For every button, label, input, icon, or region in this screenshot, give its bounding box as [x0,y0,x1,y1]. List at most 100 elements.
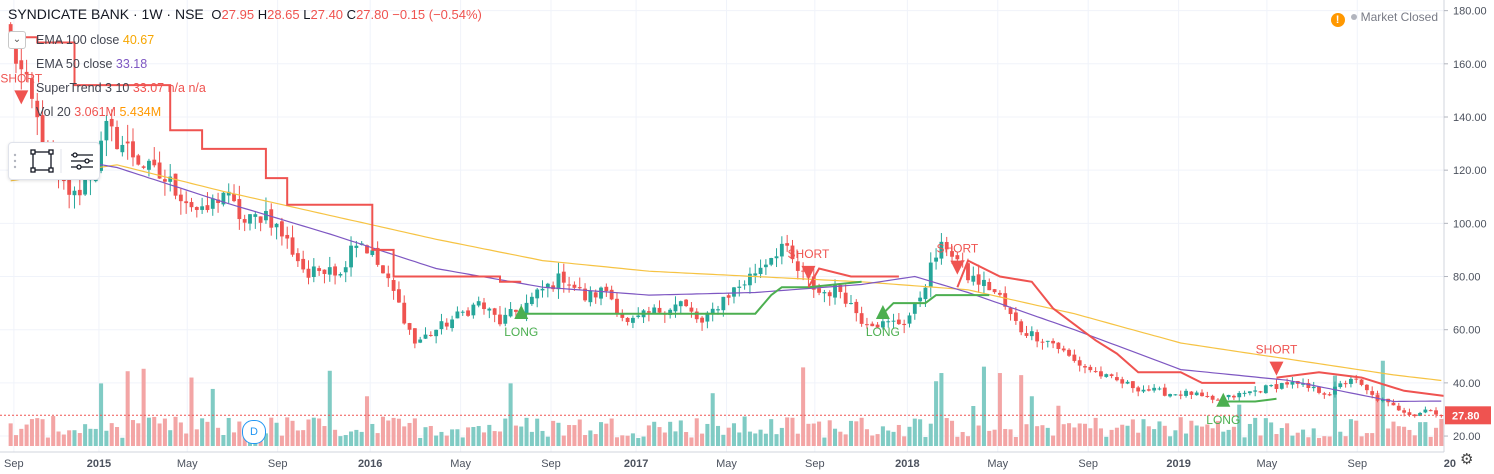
candle-body [769,258,774,265]
short-signal-label: SHORT [788,247,830,261]
indicator-value: 3.061M [74,105,116,119]
candle-body [652,307,657,314]
candle-body [1306,383,1311,389]
symbol-title[interactable]: SYNDICATE BANK · 1W · NSE [8,6,204,22]
candle-body [141,166,146,168]
volume-bar [301,430,306,446]
low-value: 27.40 [310,7,344,22]
candle-body [1274,384,1279,389]
candle-body [1045,340,1050,342]
candle-body [1184,390,1188,396]
volume-bar [923,437,928,446]
volume-bar [178,422,183,446]
volume-bar [497,431,502,446]
gear-icon[interactable]: ⚙ [1460,451,1474,468]
candle-body [854,301,859,314]
candle-body [460,311,465,313]
candle-body [1051,340,1056,344]
candle-body [210,198,215,209]
x-tick-label: May [716,458,737,470]
volume-bar [370,423,375,446]
open-value: 27.95 [221,7,255,22]
volume-bar [1332,375,1337,446]
candle-body [604,286,609,292]
rectangle-tool-icon[interactable] [30,149,54,173]
indicator-ema50[interactable]: EMA 50 close 33.18 [36,57,147,71]
candle-body [966,263,970,281]
volume-bar [13,435,18,446]
candle-body [1354,378,1359,380]
candle-body [817,288,821,293]
candle-body [843,292,848,304]
volume-bar [1194,425,1199,446]
candle-body [444,322,449,327]
indicator-supertrend[interactable]: SuperTrend 3 10 33.07 n/a n/a [36,81,206,95]
volume-bar [1279,428,1284,446]
volume-bar [1295,432,1300,446]
candle-body [1247,391,1252,394]
candle-body [1013,312,1018,321]
volume-bar [269,417,274,446]
volume-bar [1141,419,1146,446]
volume-bar [157,423,162,446]
ohlc-values: O27.95 H28.65 L27.40 C27.80 −0.15 (−0.54… [211,7,481,22]
volume-bar [535,418,540,446]
short-signal-marker [950,260,965,275]
supertrend-line [956,259,1256,384]
change-value: −0.15 (−0.54%) [392,7,482,22]
indicator-ema100[interactable]: EMA 100 close 40.67 [36,33,154,47]
candle-body [226,191,231,196]
candle-body [24,71,29,75]
candle-body [1061,348,1066,351]
candle-body [609,289,614,300]
collapse-legend-button[interactable]: ⌄ [8,31,26,49]
x-tick-label: Sep [541,458,561,470]
candle-body [1157,388,1162,390]
candle-body [237,199,242,220]
candle-body [934,257,938,262]
volume-bar [359,431,364,446]
volume-bar [492,431,497,446]
indicator-name: SuperTrend 3 10 [36,81,130,95]
candle-body [1083,366,1087,368]
volume-bar [162,418,167,446]
candle-body [1093,371,1098,373]
indicator-volume[interactable]: Vol 20 3.061M 5.434M [36,105,161,119]
candle-body [466,310,470,316]
volume-bar [620,435,625,446]
candle-body [1423,409,1428,413]
volume-bar [1024,424,1029,446]
candle-body [189,202,194,208]
candle-body [912,303,917,314]
candle-body [880,321,885,328]
volume-bar [1428,436,1433,446]
candle-body [545,283,550,288]
candle-body [147,160,151,170]
volume-bar [864,429,869,446]
volume-bar [439,431,444,446]
volume-bar [232,432,237,446]
warning-icon[interactable]: ! [1330,13,1345,27]
volume-bar [1051,435,1056,446]
volume-bar [327,370,332,446]
volume-bar [380,416,385,446]
x-tick-label: Sep [268,458,288,470]
drag-handle-icon[interactable] [13,153,17,169]
candle-body [1216,399,1220,401]
settings-lines-icon[interactable] [71,152,93,170]
candle-body [19,60,24,70]
volume-bar [1205,424,1210,446]
volume-bar [1008,429,1013,446]
candle-body [700,317,704,323]
candle-body [865,324,869,326]
long-signal-marker [514,305,529,320]
candle-body [1210,395,1215,400]
close-label: C [346,7,357,22]
volume-bar [1029,396,1034,446]
candle-body [748,273,752,286]
volume-bar [237,421,242,446]
dividend-badge[interactable]: D [242,420,266,444]
volume-bar [396,418,401,446]
volume-bar [513,425,518,446]
